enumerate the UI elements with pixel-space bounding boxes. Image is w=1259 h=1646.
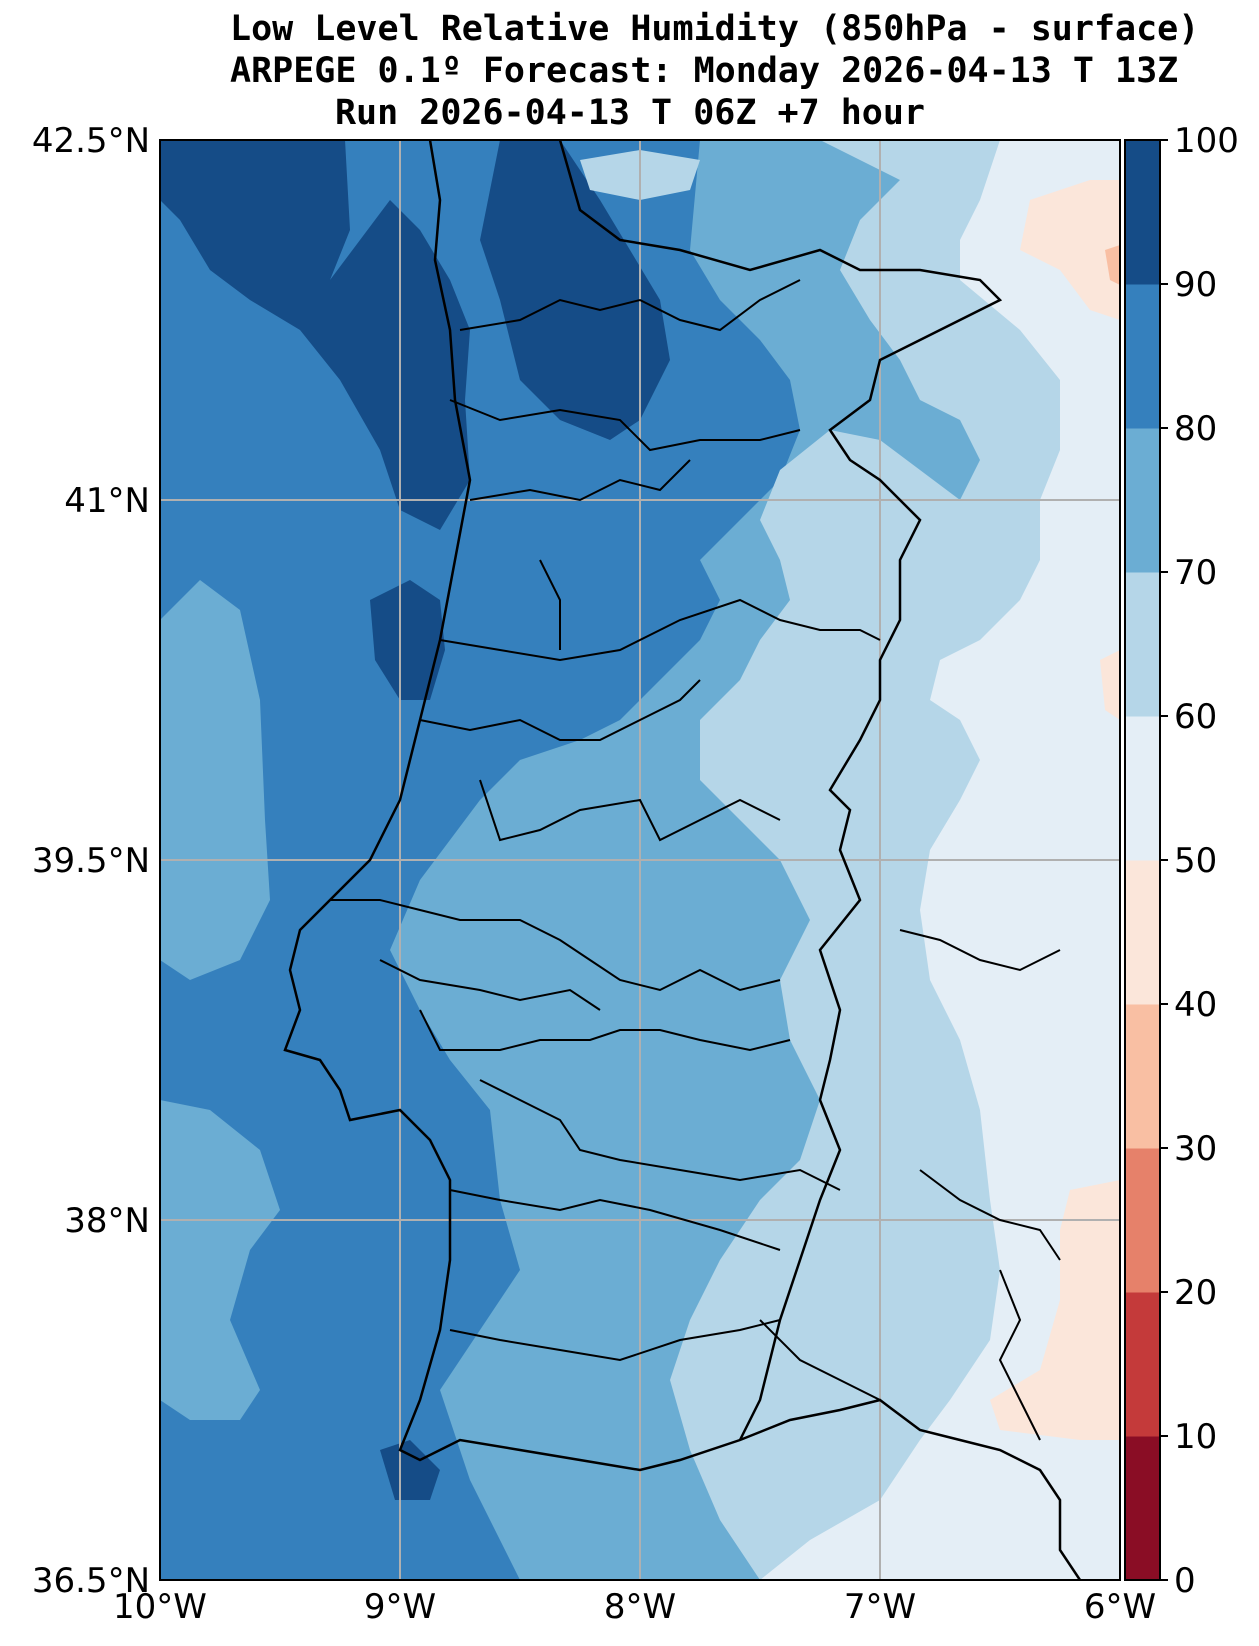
colorbar-segment [1125,860,1160,1005]
district-borders [330,279,1061,1441]
lat-tick-label: 38°N [64,1201,150,1241]
rh-70-80-offshore [160,580,270,980]
colorbar [1124,139,1161,1581]
lon-tick-label: 6°W [1084,1587,1156,1627]
rh-90-100-coast [480,140,670,440]
lon-tick-label: 10°W [113,1587,207,1627]
colorbar-tick-label: 40 [1174,985,1217,1025]
colorbar-segment [1125,1004,1160,1149]
colorbar-segment [1125,572,1160,717]
lon-tick-label: 7°W [844,1587,916,1627]
colorbar-labels: 0 10 20 30 40 50 60 70 80 90 100 [1160,121,1239,1601]
colorbar-segment [1125,1292,1160,1437]
title-line-2: ARPEGE 0.1º Forecast: Monday 2026-04-13 … [230,51,1179,91]
colorbar-tick-label: 0 [1174,1561,1196,1601]
lat-tick-label: 41°N [64,481,150,521]
lat-tick-label: 39.5°N [32,841,150,881]
lat-tick-label: 36.5°N [32,1561,150,1601]
map-frame [159,139,1121,1581]
colorbar-segment [1125,428,1160,573]
map-title: Low Level Relative Humidity (850hPa - su… [0,8,1259,134]
colorbar-tick-label: 100 [1174,121,1239,161]
humidity-field [160,140,1120,1580]
colorbar-tick-label: 60 [1174,697,1217,737]
latitude-labels: 36.5°N 38°N 39.5°N 41°N 42.5°N [32,121,150,1601]
colorbar-tick-label: 70 [1174,553,1217,593]
rh-90-100-porto [370,580,445,700]
colorbar-tick-label: 50 [1174,841,1217,881]
lat-tick-label: 42.5°N [32,121,150,161]
colorbar-tick-label: 90 [1174,265,1217,305]
rh-40-50-se [990,1180,1120,1440]
rh-40-50-e [1100,650,1120,720]
colorbar-segment [1125,1436,1160,1581]
rh-90-100-sw [380,1440,440,1500]
rh-90-100-nw [160,140,470,530]
colorbar-segment [1125,140,1160,285]
rh-30-40-ne [1105,245,1120,285]
lon-tick-label: 9°W [364,1587,436,1627]
rh-70-80-offshore-s [160,1100,280,1420]
longitude-labels: 10°W 9°W 8°W 7°W 6°W [113,1587,1156,1627]
colorbar-segment [1125,284,1160,429]
colorbar-tick-label: 20 [1174,1273,1217,1313]
colorbar-segment [1125,716,1160,861]
lon-tick-label: 8°W [604,1587,676,1627]
colorbar-tick-label: 10 [1174,1417,1217,1457]
gridlines [160,140,1120,1580]
border-spain [558,140,1003,1441]
title-line-3: Run 2026-04-13 T 06Z +7 hour [334,93,925,133]
rh-40-50-ne [1020,180,1120,320]
colorbar-tick-label: 80 [1174,409,1217,449]
colorbar-segment [1125,1148,1160,1293]
colorbar-tick-label: 30 [1174,1129,1217,1169]
